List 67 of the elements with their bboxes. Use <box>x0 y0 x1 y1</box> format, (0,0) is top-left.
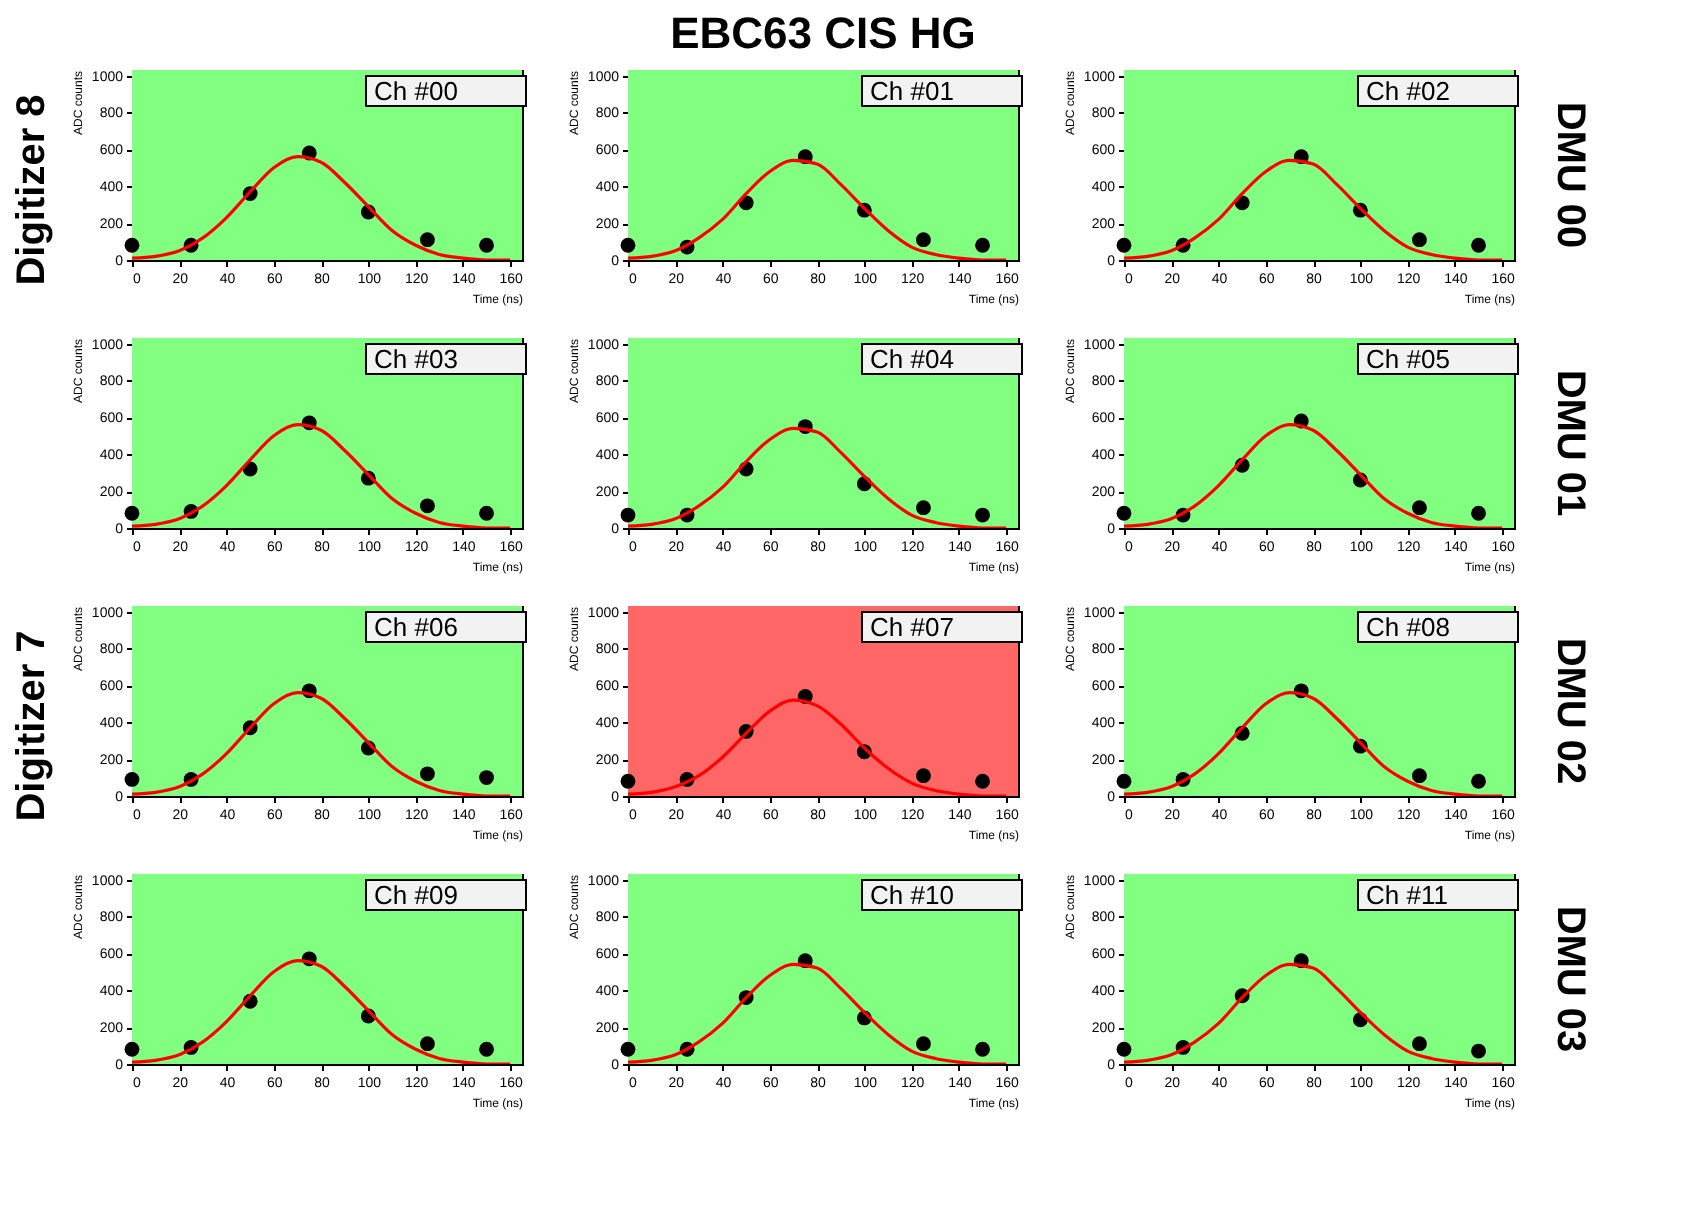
point <box>420 232 435 248</box>
line-series <box>1124 691 1504 796</box>
point <box>479 505 494 521</box>
point <box>1471 773 1486 789</box>
point <box>975 507 990 523</box>
chart-title: Ch #07 <box>870 612 954 642</box>
chart-title: Ch #08 <box>1366 612 1450 642</box>
line-series <box>132 691 512 796</box>
point <box>479 770 494 785</box>
point <box>1471 505 1486 521</box>
point <box>1116 1041 1132 1057</box>
line-series <box>628 158 1008 260</box>
point <box>1116 773 1132 789</box>
point <box>620 1041 636 1057</box>
point <box>1471 237 1486 253</box>
chart-title: Ch #00 <box>374 76 458 106</box>
chart-title: Ch #04 <box>870 344 954 374</box>
text: DMU 01 <box>1548 369 1592 517</box>
chart-title: Ch #10 <box>870 880 954 910</box>
text: EBC63 CIS HG <box>670 8 976 58</box>
text: DMU 02 <box>1548 637 1592 785</box>
point <box>620 507 636 523</box>
point <box>420 498 435 514</box>
point <box>124 237 140 253</box>
text: DMU 03 <box>1548 905 1592 1053</box>
chart-title: Ch #03 <box>374 344 458 374</box>
line-series <box>1124 962 1504 1064</box>
line-series <box>1124 158 1504 260</box>
point <box>975 1041 990 1057</box>
line-series <box>132 959 512 1064</box>
point <box>420 1036 435 1052</box>
line-series <box>1124 423 1504 528</box>
line-series <box>628 698 1008 796</box>
point <box>124 772 140 787</box>
chart-title: Ch #05 <box>1366 344 1450 374</box>
point <box>916 500 931 516</box>
point <box>124 1041 140 1057</box>
point <box>479 1041 494 1057</box>
chart-title: Ch #09 <box>374 880 458 910</box>
point <box>620 773 636 789</box>
point <box>1412 1036 1427 1052</box>
chart-title: Ch #11 <box>1366 880 1448 910</box>
line-series <box>132 155 512 260</box>
chart-title: Ch #02 <box>1366 76 1450 106</box>
text: Digitizer 7 <box>10 630 54 822</box>
point <box>1471 1043 1486 1059</box>
point <box>620 237 636 253</box>
point <box>975 237 990 253</box>
point <box>975 773 990 789</box>
chart-title: Ch #01 <box>870 76 954 106</box>
point <box>1116 505 1132 521</box>
point <box>916 768 931 784</box>
point <box>916 1036 931 1052</box>
text: DMU 00 <box>1548 101 1592 249</box>
line-series <box>628 962 1008 1064</box>
chart-title: Ch #06 <box>374 612 458 642</box>
point <box>916 232 931 248</box>
point <box>420 766 435 782</box>
line-series <box>132 423 512 528</box>
point <box>479 237 494 253</box>
line-series <box>628 426 1008 528</box>
point <box>1412 768 1427 784</box>
point <box>1412 232 1427 248</box>
point <box>124 505 140 521</box>
text: Digitizer 8 <box>10 94 54 286</box>
point <box>1116 237 1132 253</box>
point <box>1412 500 1427 516</box>
